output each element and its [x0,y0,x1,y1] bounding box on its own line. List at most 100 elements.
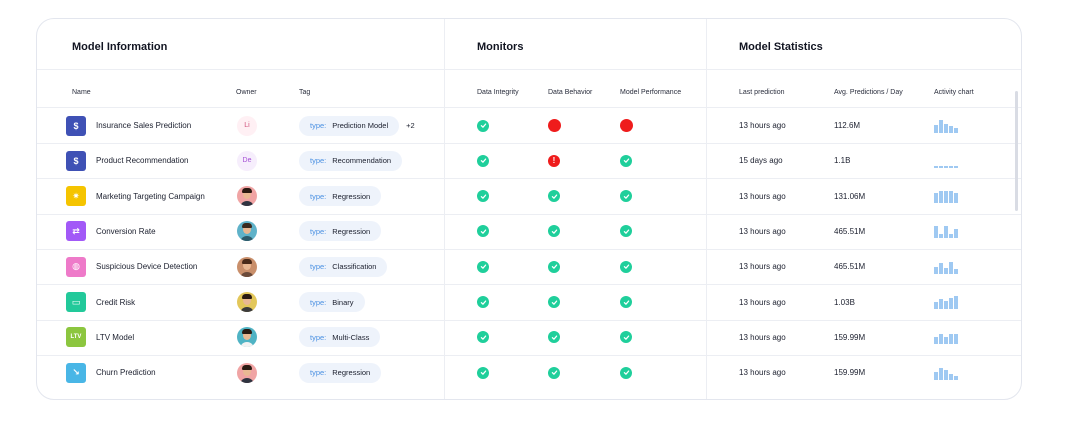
check-icon[interactable] [477,260,489,273]
model-name-link[interactable]: Marketing Targeting Campaign [96,191,205,201]
activity-bar [949,165,953,168]
activity-bar [939,367,943,380]
column-header-activity-chart[interactable]: Activity chart [934,89,974,96]
error-status-icon[interactable] [620,119,633,132]
owner-avatar [237,292,257,312]
model-name-link[interactable]: LTV Model [96,332,135,342]
column-header-data-integrity[interactable]: Data Integrity [477,89,519,96]
column-header-name[interactable]: Name [72,89,91,96]
model-name-link[interactable]: Product Recommendation [96,156,189,166]
check-icon[interactable] [477,119,489,132]
avg-predictions-value: 131.06M [834,191,866,201]
model-name-link[interactable]: Insurance Sales Prediction [96,121,192,130]
check-icon[interactable] [548,190,560,203]
tag-pill[interactable]: type: Prediction Model [299,115,400,136]
column-header-tag[interactable]: Tag [299,89,311,96]
column-header-data-behavior[interactable]: Data Behavior [548,89,593,96]
check-icon[interactable] [620,366,632,379]
column-header-model-performance[interactable]: Model Performance [620,89,682,96]
tag-pill[interactable]: type: Regression [299,186,382,207]
owner-cell: De [237,143,257,178]
activity-bar [944,165,948,168]
check-icon[interactable] [477,154,489,167]
column-header-last-prediction[interactable]: Last prediction [739,89,785,96]
column-header-owner[interactable]: Owner [236,89,257,96]
row-divider [37,248,1021,250]
check-icon[interactable] [477,225,489,238]
alert-icon[interactable]: ! [548,154,560,167]
check-icon[interactable] [620,296,632,308]
check-icon[interactable] [477,190,489,203]
activity-sparkline [934,330,958,345]
avg-predictions-value: 465.51M [834,226,866,236]
check-icon[interactable] [548,331,560,344]
activity-sparkline [934,189,958,204]
model-performance-cell [620,355,632,390]
model-name-cell[interactable]: LTV Model [96,320,134,355]
last-prediction-cell: 13 hours ago [739,249,786,284]
tag-pill[interactable]: type: Regression [299,221,382,242]
model-performance-cell [620,320,632,355]
trend-down-icon: ↘ [66,362,86,383]
activity-chart-cell [934,320,958,355]
model-name-cell[interactable]: Insurance Sales Prediction [96,108,191,143]
check-icon[interactable] [548,366,560,379]
check-icon[interactable] [548,296,560,308]
data-behavior-cell [548,214,560,249]
error-status-icon[interactable] [548,119,561,132]
tag-pill[interactable]: type: Regression [299,362,382,383]
check-icon[interactable] [548,225,560,238]
table-row[interactable]: ◍ Suspicious Device Detection type: Classif… [37,249,1021,286]
activity-chart-cell [934,108,958,143]
avg-predictions-cell: 465.51M [834,214,865,249]
row-divider [37,354,1021,356]
check-icon[interactable] [477,331,489,344]
scrollbar[interactable] [1015,91,1018,211]
activity-chart-cell [934,355,958,390]
check-icon[interactable] [620,225,632,238]
check-icon[interactable] [548,260,560,273]
check-icon[interactable] [477,366,489,379]
owner-cell [237,179,257,214]
model-name-cell[interactable]: Churn Prediction [96,355,156,390]
tag-pill[interactable]: type: Binary [299,292,365,312]
model-performance-cell [620,108,633,143]
owner-cell [237,285,257,320]
check-icon[interactable] [620,331,632,344]
table-row[interactable]: ✷ Marketing Targeting Campaign type: Regres… [37,179,1021,215]
activity-bar [934,266,938,274]
model-name-cell[interactable]: Suspicious Device Detection [96,249,197,284]
check-icon[interactable] [620,190,632,203]
activity-bar [949,191,953,204]
more-tags-count[interactable]: +2 [406,121,415,130]
model-name-link[interactable]: Conversion Rate [96,226,156,236]
row-divider [37,178,1021,180]
table-row[interactable]: $ Insurance Sales Prediction Li type: Predic… [37,108,1021,144]
table-row[interactable]: LTV LTV Model type: Multi-Class 13 hours ago… [37,320,1021,356]
table-row[interactable]: ▭ Credit Risk type: Binary 13 hours ago 1.03B [37,285,1021,321]
tag-pill[interactable]: type: Classification [299,256,388,277]
check-icon[interactable] [477,296,489,308]
model-name-cell[interactable]: Product Recommendation [96,143,189,178]
model-name-cell[interactable]: Credit Risk [96,285,135,320]
tag-cell: type: Regression [299,179,382,214]
model-name-link[interactable]: Churn Prediction [96,368,156,378]
model-name-link[interactable]: Suspicious Device Detection [96,262,198,272]
column-header-avg-predictions[interactable]: Avg. Predictions / Day [834,89,903,96]
row-divider [37,319,1021,321]
check-icon[interactable] [620,154,632,167]
check-icon[interactable] [620,260,632,273]
model-name-link[interactable]: Credit Risk [96,297,136,307]
last-prediction-cell: 13 hours ago [739,285,786,320]
tag-pill[interactable]: type: Multi-Class [299,327,381,348]
table-row[interactable]: $ Product Recommendation De type: Recommenda… [37,143,1021,180]
model-name-cell[interactable]: Conversion Rate [96,214,156,249]
row-divider [37,143,1021,144]
activity-bar [934,337,938,345]
last-prediction-cell: 13 hours ago [739,355,786,390]
table-row[interactable]: ⇄ Conversion Rate type: Regression 13 hours … [37,214,1021,250]
model-name-cell[interactable]: Marketing Targeting Campaign [96,179,205,214]
table-row[interactable]: ↘ Churn Prediction type: Regression 13 hours… [37,355,1021,390]
tag-pill[interactable]: type: Recommendation [299,150,403,171]
activity-bar [934,371,938,380]
